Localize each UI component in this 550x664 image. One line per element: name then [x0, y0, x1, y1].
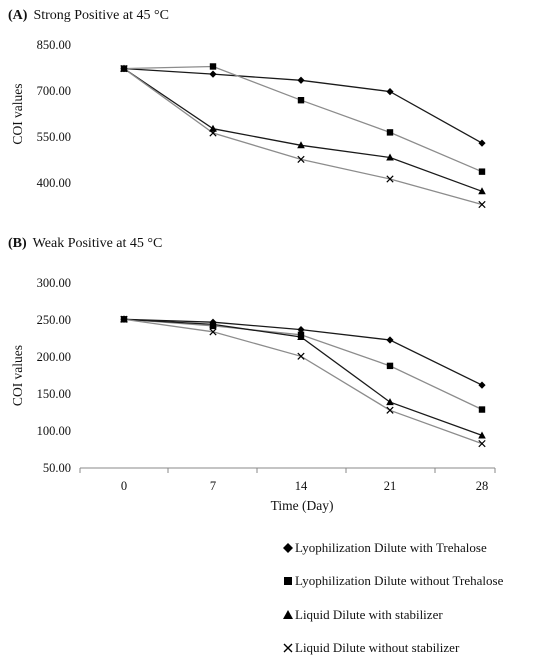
panel-b-series-1-point — [297, 326, 305, 334]
panel-b-x-tick-label: 7 — [210, 479, 216, 493]
panel-a-series-2-point — [209, 63, 217, 70]
panel-b-x-axis-label: Time (Day) — [271, 498, 334, 513]
panel-a-label: (A) — [8, 8, 28, 23]
panel-a-series-1-point — [209, 70, 217, 78]
panel-b-series-2-point — [386, 362, 394, 370]
panel-a-y-tick-label: 700.00 — [37, 84, 71, 98]
legend-item-liquid-with-stabilizer: Liquid Dilute with stabilizer — [283, 607, 443, 623]
panel-a-series-3-point — [297, 141, 305, 149]
panel-a-series-4-point — [297, 155, 305, 164]
panel-b-y-axis-label: COI values — [10, 345, 25, 406]
panel-b-x-tick-label: 21 — [384, 479, 397, 493]
panel-b-series-4-point — [478, 439, 486, 448]
panel-b-label: (B) — [8, 236, 27, 251]
panel-b-title: (B) Weak Positive at 45 °C — [8, 236, 162, 252]
panel-b-x-tick-label: 14 — [295, 479, 308, 493]
panel-b-series-1-point — [478, 381, 486, 389]
x-marker-icon — [283, 643, 293, 653]
panel-b-series-1-point — [386, 336, 394, 344]
panel-a-title: (A) Strong Positive at 45 °C — [8, 8, 169, 24]
panel-a-series-1-point — [386, 88, 394, 96]
panel-a-series-3-point — [209, 124, 217, 132]
panel-a-title-text: Strong Positive at 45 °C — [33, 8, 169, 23]
panel-b-y-tick-label: 150.00 — [37, 387, 71, 401]
panel-b-title-text: Weak Positive at 45 °C — [32, 236, 163, 251]
panel-a-series-3-point — [478, 187, 486, 195]
panel-b-series-4-point — [209, 328, 217, 336]
panel-a-y-tick-label: 400.00 — [37, 176, 71, 190]
panel-a-series-2-point — [297, 97, 305, 104]
panel-b-x-tick-label: 0 — [121, 479, 127, 493]
panel-b-series-4-point — [297, 352, 305, 360]
legend-label: Liquid Dilute with stabilizer — [295, 607, 443, 622]
panel-a-y-axis-label: COI values — [10, 83, 25, 144]
panel-a-series-2-point — [386, 129, 394, 136]
legend-label: Lyophilization Dilute with Trehalose — [295, 540, 487, 555]
panel-a-series-4-point — [209, 129, 217, 137]
panel-a-series-4-point — [120, 64, 128, 73]
panel-b-series-3-point — [478, 431, 486, 439]
panel-b-y-tick-label: 200.00 — [37, 350, 71, 364]
panel-a-series-line-3 — [123, 68, 483, 192]
diamond-marker-icon — [283, 543, 293, 553]
panel-a-series-line-4 — [123, 68, 483, 206]
triangle-marker-icon — [283, 610, 293, 619]
panel-b-y-tick-label: 250.00 — [37, 313, 71, 327]
panel-a-series-4-point — [386, 175, 394, 183]
panel-b-series-3-point — [209, 320, 217, 328]
panel-b-x-tick-label: 28 — [476, 479, 489, 493]
legend-item-liquid-without-stabilizer: Liquid Dilute without stabilizer — [283, 640, 459, 656]
panel-b-y-tick-label: 50.00 — [43, 461, 71, 475]
panel-b-series-4-point — [386, 406, 394, 414]
legend-item-lyo-with-trehalose: Lyophilization Dilute with Trehalose — [283, 540, 487, 556]
panel-b-series-3-point — [297, 333, 305, 341]
panel-b-y-tick-label: 100.00 — [37, 424, 71, 438]
square-marker-icon — [284, 577, 292, 585]
panel-a-series-1-point — [478, 139, 486, 147]
panel-a-series-line-2 — [123, 65, 483, 173]
legend-label: Liquid Dilute without stabilizer — [295, 640, 460, 655]
panel-a-series-1-point — [297, 76, 305, 84]
panel-a-y-tick-label: 850.00 — [37, 38, 71, 52]
panel-a-y-tick-label: 550.00 — [37, 130, 71, 144]
legend-label: Lyophilization Dilute without Trehalose — [295, 573, 504, 588]
panel-b-series-2-point — [478, 406, 486, 413]
panel-b-series-4-point — [120, 315, 128, 323]
panel-a-series-2-point — [478, 168, 486, 175]
legend-item-lyo-without-trehalose: Lyophilization Dilute without Trehalose — [283, 573, 503, 589]
panel-a-series-4-point — [478, 200, 486, 209]
panel-a-series-3-point — [386, 153, 394, 161]
panel-b-series-3-point — [386, 398, 394, 406]
panel-b-y-tick-label: 300.00 — [37, 276, 71, 290]
